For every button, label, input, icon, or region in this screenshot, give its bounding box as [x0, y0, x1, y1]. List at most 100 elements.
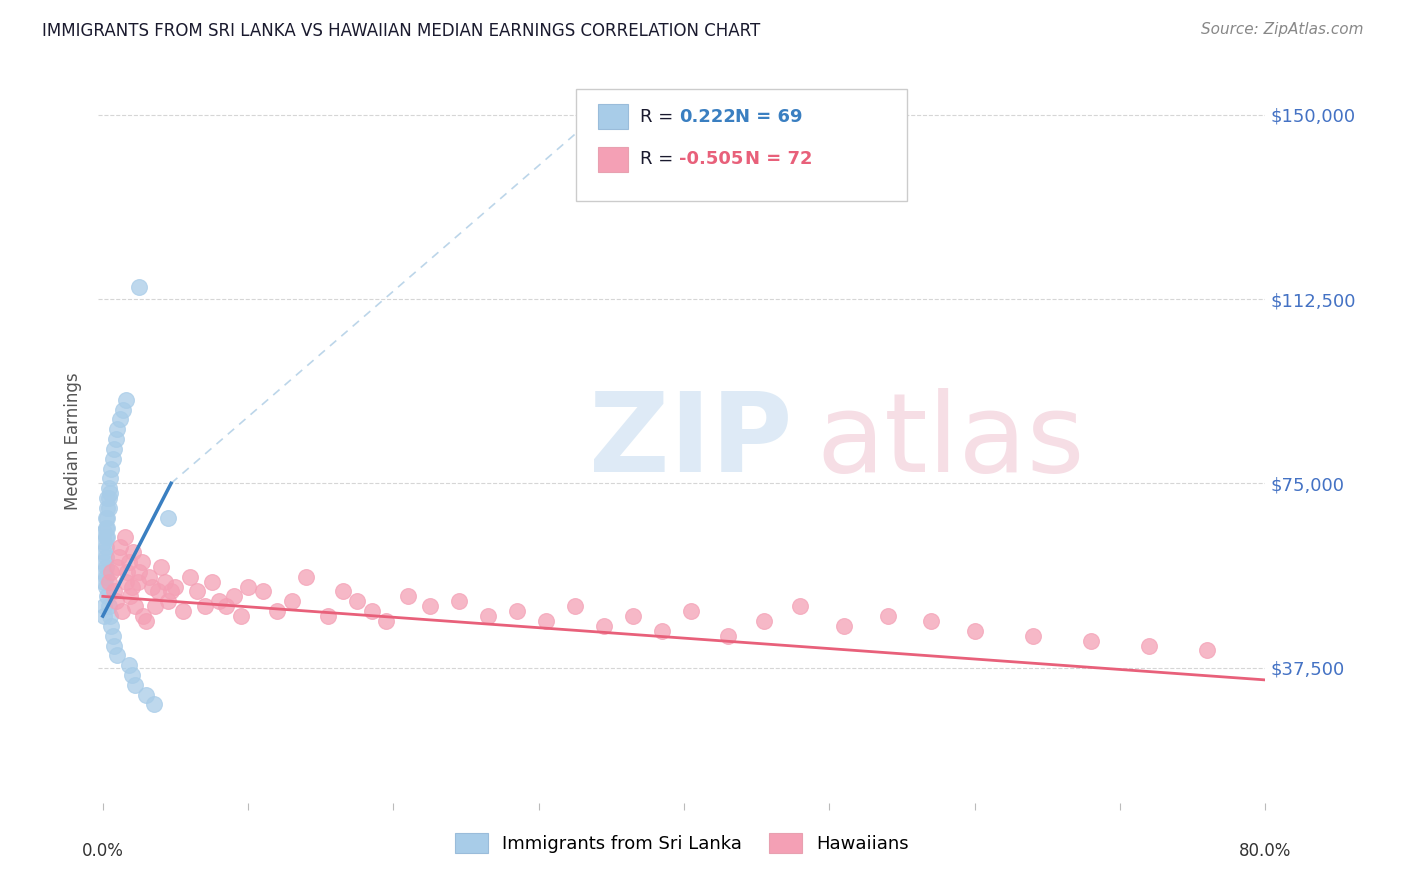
Point — [98, 609, 121, 624]
Point — [717, 629, 740, 643]
Point — [419, 599, 441, 614]
Point — [132, 609, 155, 624]
Y-axis label: Median Earnings: Median Earnings — [65, 373, 83, 510]
Point — [193, 599, 215, 614]
Point — [103, 442, 125, 456]
Point — [143, 599, 166, 614]
Point — [120, 590, 142, 604]
Point — [651, 624, 673, 638]
Point — [97, 599, 120, 614]
Point — [105, 422, 128, 436]
Text: Source: ZipAtlas.com: Source: ZipAtlas.com — [1201, 22, 1364, 37]
Point — [128, 565, 150, 579]
Point — [118, 658, 141, 673]
Point — [128, 279, 150, 293]
Point — [346, 594, 368, 608]
Text: R =: R = — [640, 150, 679, 168]
Point — [963, 624, 986, 638]
Point — [98, 471, 121, 485]
Point — [1137, 639, 1160, 653]
Point — [375, 614, 398, 628]
Point — [105, 560, 128, 574]
Point — [127, 574, 149, 589]
Point — [135, 614, 157, 628]
Point — [920, 614, 942, 628]
Point — [215, 599, 238, 614]
Point — [112, 402, 135, 417]
Point — [97, 491, 120, 505]
Point — [160, 584, 183, 599]
Point — [222, 590, 245, 604]
Point — [534, 614, 557, 628]
Point — [94, 510, 117, 524]
Point — [114, 530, 136, 544]
Point — [93, 565, 115, 579]
Point — [94, 520, 117, 534]
Point — [121, 668, 143, 682]
Point — [142, 698, 165, 712]
Text: 0.0%: 0.0% — [82, 842, 124, 860]
Point — [266, 604, 288, 618]
Point — [93, 609, 115, 624]
Point — [201, 574, 224, 589]
Point — [179, 570, 201, 584]
Point — [155, 574, 177, 589]
Point — [115, 392, 138, 407]
Point — [295, 570, 318, 584]
Point — [1080, 633, 1102, 648]
Point — [121, 580, 143, 594]
Point — [94, 530, 117, 544]
Point — [107, 549, 129, 564]
Point — [100, 619, 122, 633]
Point — [94, 549, 117, 564]
Point — [360, 604, 382, 618]
Point — [447, 594, 470, 608]
Point — [681, 604, 703, 618]
Point — [157, 594, 180, 608]
Legend: Immigrants from Sri Lanka, Hawaiians: Immigrants from Sri Lanka, Hawaiians — [446, 824, 918, 863]
Point — [103, 639, 125, 653]
Point — [149, 560, 172, 574]
Point — [157, 510, 180, 524]
Point — [100, 461, 122, 475]
Point — [97, 500, 120, 515]
Point — [110, 540, 132, 554]
Point — [316, 609, 339, 624]
Point — [98, 486, 121, 500]
Point — [332, 584, 354, 599]
Point — [477, 609, 499, 624]
Point — [135, 688, 157, 702]
Point — [93, 599, 115, 614]
Point — [124, 678, 146, 692]
Point — [96, 491, 118, 505]
Point — [105, 648, 128, 663]
Point — [832, 619, 855, 633]
Point — [94, 580, 117, 594]
Point — [229, 609, 252, 624]
Point — [104, 432, 127, 446]
Point — [104, 594, 127, 608]
Point — [101, 451, 124, 466]
Point — [96, 590, 118, 604]
Point — [752, 614, 775, 628]
Point — [93, 525, 115, 540]
Point — [789, 599, 811, 614]
Point — [280, 594, 302, 608]
Point — [621, 609, 644, 624]
Point — [252, 584, 274, 599]
Point — [146, 584, 169, 599]
Point — [96, 530, 118, 544]
Point — [396, 590, 419, 604]
Point — [1022, 629, 1045, 643]
Point — [124, 599, 146, 614]
Point — [117, 565, 139, 579]
Text: N = 72: N = 72 — [745, 150, 813, 168]
Point — [94, 560, 117, 574]
Text: -0.505: -0.505 — [679, 150, 744, 168]
Point — [506, 604, 529, 618]
Point — [93, 535, 115, 549]
Text: ZIP: ZIP — [589, 388, 792, 495]
Text: atlas: atlas — [815, 388, 1084, 495]
Point — [138, 570, 160, 584]
Point — [208, 594, 231, 608]
